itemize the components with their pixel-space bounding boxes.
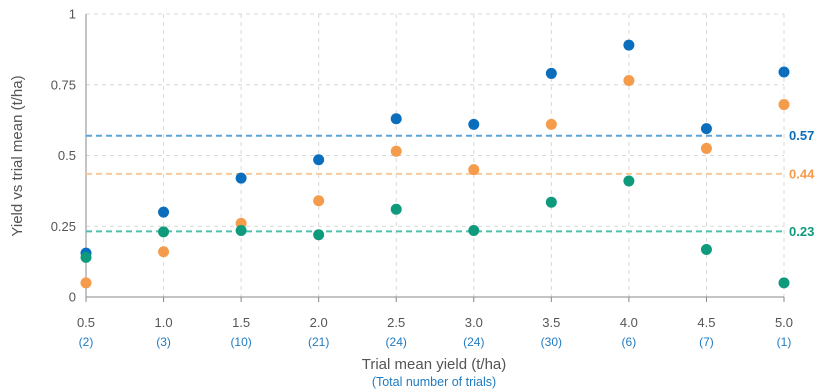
data-point-series-1 [313,154,325,166]
data-point-series-2 [80,277,92,289]
x-tick-label: 4.5 [697,315,715,330]
mean-label-3: 0.23 [789,224,814,239]
data-point-series-2 [545,118,557,130]
y-tick-label: 0.5 [58,148,76,163]
mean-label-2: 0.44 [789,166,815,181]
y-tick-label: 0 [69,290,76,305]
x-axis-title: Trial mean yield (t/ha) [362,356,507,373]
data-point-series-3 [390,203,402,215]
data-point-series-1 [778,66,790,78]
data-point-series-1 [468,118,480,130]
x-tick-sublabel: (10) [230,335,251,349]
grid-lines [86,13,785,297]
x-tick-sublabel: (6) [622,335,637,349]
x-tick-sublabel: (7) [699,335,714,349]
data-points [80,39,790,289]
data-point-series-3 [158,226,170,238]
data-point-series-3 [468,224,480,236]
x-tick-label: 1.0 [155,315,173,330]
data-point-series-3 [545,196,557,208]
data-point-series-2 [778,99,790,111]
y-axis-title: Yield vs trial mean (t/ha) [9,75,26,236]
data-point-series-1 [700,123,712,135]
x-tick-label: 2.5 [387,315,405,330]
data-point-series-2 [468,164,480,176]
x-tick-sublabel: (2) [79,335,94,349]
data-point-series-2 [313,195,325,207]
data-point-series-2 [158,246,170,258]
x-tick-label: 3.0 [465,315,483,330]
x-tick-sublabel: (30) [541,335,562,349]
data-point-series-1 [623,39,635,51]
x-tick-sublabel: (3) [156,335,171,349]
y-tick-label: 1 [69,7,76,22]
x-tick-sublabel: (24) [463,335,484,349]
mean-label-1: 0.57 [789,128,814,143]
mean-reference-lines: 0.57 0.44 0.23 [86,128,815,239]
data-point-series-1 [158,206,170,218]
data-point-series-2 [390,145,402,157]
data-point-series-3 [700,243,712,255]
data-point-series-1 [545,67,557,79]
data-point-series-1 [235,172,247,184]
x-tick-label: 4.0 [620,315,638,330]
y-tick-label: 0.75 [51,77,76,92]
x-tick-sublabel: (24) [386,335,407,349]
x-tick-label: 2.0 [310,315,328,330]
data-point-series-1 [390,113,402,125]
x-axis-subtitle: (Total number of trials) [372,375,496,389]
x-tick-label: 5.0 [775,315,793,330]
axes [85,14,785,302]
x-tick-label: 3.5 [542,315,560,330]
x-tick-sublabel: (1) [777,335,792,349]
data-point-series-3 [623,175,635,187]
x-tick-label: 1.5 [232,315,250,330]
data-point-series-3 [313,229,325,241]
x-tick-label: 0.5 [77,315,95,330]
data-point-series-2 [700,142,712,154]
axis-labels: 0 0.25 0.5 0.75 1 0.5 (2) 1.0 (3) 1.5 (10) 2.0 (21) 2… [51,7,793,350]
data-point-series-3 [235,224,247,236]
data-point-series-3 [778,277,790,289]
y-tick-label: 0.25 [51,219,76,234]
x-tick-sublabel: (21) [308,335,329,349]
data-point-series-2 [623,75,635,87]
data-point-series-3 [80,251,92,263]
